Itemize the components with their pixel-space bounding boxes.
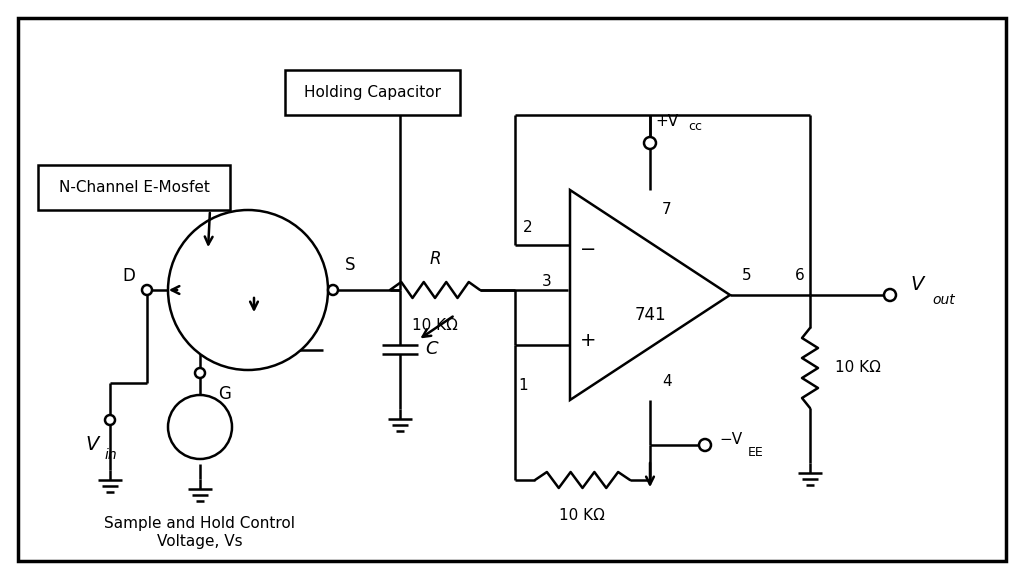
Text: cc: cc: [688, 120, 702, 134]
Text: Voltage, Vs: Voltage, Vs: [158, 534, 243, 549]
Text: C: C: [425, 340, 437, 358]
Text: 7: 7: [662, 203, 672, 218]
Circle shape: [168, 210, 328, 370]
Text: Sample and Hold Control: Sample and Hold Control: [104, 516, 296, 531]
Text: D: D: [122, 267, 135, 285]
Text: N-Channel E-Mosfet: N-Channel E-Mosfet: [58, 179, 210, 195]
Circle shape: [884, 289, 896, 301]
Circle shape: [328, 285, 338, 295]
Text: 10 KΩ: 10 KΩ: [412, 318, 458, 333]
Text: 2: 2: [523, 219, 532, 234]
Text: S: S: [345, 256, 355, 274]
Text: 10 KΩ: 10 KΩ: [559, 508, 605, 523]
Text: 6: 6: [796, 267, 805, 283]
Circle shape: [142, 285, 152, 295]
Text: V: V: [910, 276, 924, 295]
Text: +V: +V: [655, 113, 678, 129]
Circle shape: [699, 439, 711, 451]
Text: in: in: [105, 448, 118, 462]
Text: −: −: [580, 240, 596, 259]
Text: G: G: [218, 385, 230, 403]
Bar: [38, 165, 230, 210]
Bar: [285, 70, 460, 115]
Text: R: R: [429, 250, 440, 268]
Text: −V: −V: [719, 433, 742, 448]
Text: 3: 3: [543, 274, 552, 290]
Text: EE: EE: [748, 446, 764, 460]
Text: 4: 4: [662, 375, 672, 390]
Circle shape: [168, 395, 232, 459]
Text: 741: 741: [634, 306, 666, 324]
Text: out: out: [932, 293, 954, 307]
Text: 10 KΩ: 10 KΩ: [835, 361, 881, 376]
Text: Holding Capacitor: Holding Capacitor: [303, 85, 440, 100]
Text: 5: 5: [742, 267, 752, 283]
Circle shape: [195, 368, 205, 378]
Circle shape: [644, 137, 656, 149]
Circle shape: [105, 415, 115, 425]
Text: 1: 1: [518, 378, 528, 393]
Text: V: V: [85, 435, 98, 455]
Text: +: +: [580, 331, 596, 350]
